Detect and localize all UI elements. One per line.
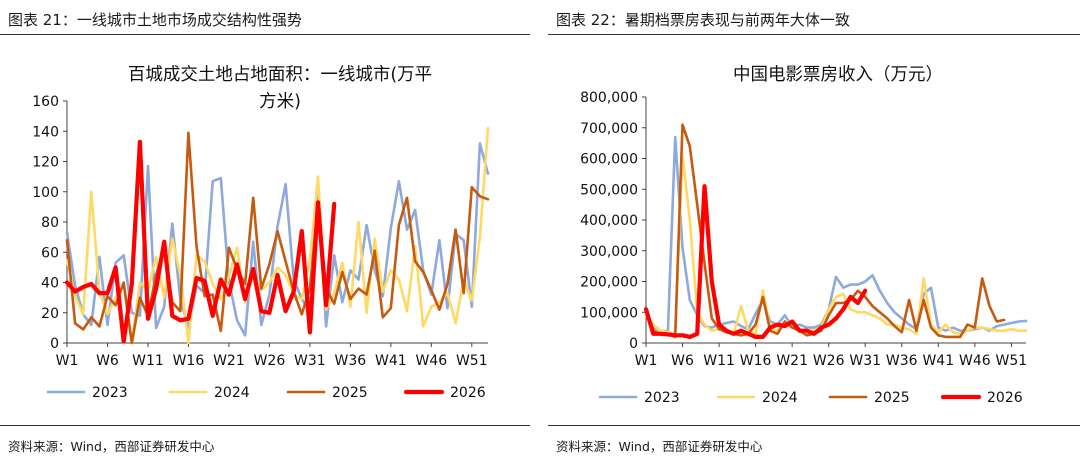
legend-label: 2026	[987, 390, 1023, 406]
figure-header: 图表 22：暑期档票房表现与前两年大体一致	[556, 11, 850, 29]
footer-rule	[0, 425, 530, 426]
legend-label: 2023	[644, 390, 680, 406]
chart-title-line: 中国电影票房收入（万元）	[733, 65, 943, 85]
legend-entry-2025: 2025	[828, 390, 910, 406]
y-tick-label: 600,000	[580, 152, 638, 168]
y-tick-label: 200,000	[580, 275, 638, 291]
x-tick-label: W1	[635, 353, 658, 369]
x-tick-label: W41	[375, 353, 407, 369]
y-tick-label: 140	[32, 124, 59, 140]
chart-title-line: 方米)	[259, 92, 301, 112]
legend-entry-2023: 2023	[46, 385, 128, 401]
legend-entry-2026: 2026	[940, 390, 1023, 406]
x-tick-label: W16	[173, 353, 205, 369]
source-note: 资料来源：Wind，西部证券研发中心	[8, 439, 215, 454]
y-tick-label: 800,000	[580, 90, 638, 106]
series-line-2025	[65, 131, 490, 345]
x-tick-label: W41	[922, 353, 954, 369]
legend-entry-2026: 2026	[403, 385, 486, 401]
y-tick-label: 100	[32, 185, 59, 201]
x-tick-label: W36	[886, 353, 918, 369]
series-line-2025	[644, 123, 1006, 339]
y-tick-label: 60	[41, 245, 59, 261]
x-tick-label: W31	[849, 353, 881, 369]
figure-header: 图表 21：一线城市土地市场成交结构性强势	[8, 11, 302, 29]
y-tick-label: 40	[41, 276, 59, 292]
header-rule	[548, 34, 1080, 35]
x-tick-label: W46	[415, 353, 447, 369]
chart-title-line: 百城成交土地占地面积：一线城市(万平	[128, 65, 432, 85]
y-tick-label: 80	[41, 215, 59, 231]
legend-label: 2024	[214, 385, 250, 401]
x-tick-label: W46	[959, 353, 991, 369]
x-tick-label: W6	[96, 353, 119, 369]
legend-label: 2025	[332, 385, 368, 401]
footer-rule	[548, 425, 1080, 426]
y-tick-label: 500,000	[580, 182, 638, 198]
x-tick-label: W36	[335, 353, 367, 369]
legend-entry-2024: 2024	[168, 385, 250, 401]
figure-21: 图表 21：一线城市土地市场成交结构性强势 百城成交土地占地面积：一线城市(万平…	[0, 0, 530, 468]
y-tick-label: 0	[50, 336, 59, 352]
y-tick-label: 400,000	[580, 213, 638, 229]
figure-22: 图表 22：暑期档票房表现与前两年大体一致 中国电影票房收入（万元） 0 100,0…	[548, 0, 1080, 468]
series-line-2024	[65, 126, 490, 345]
x-tick-label: W6	[671, 353, 694, 369]
x-tick-label: W51	[996, 353, 1028, 369]
y-tick-label: 0	[629, 336, 638, 352]
x-tick-label: W11	[703, 353, 735, 369]
legend-entry-2025: 2025	[286, 385, 368, 401]
legend-label: 2025	[874, 390, 910, 406]
x-tick-label: W21	[213, 353, 245, 369]
y-tick-label: 20	[41, 306, 59, 322]
x-tick-label: W51	[456, 353, 488, 369]
legend-label: 2026	[450, 385, 486, 401]
legend-label: 2024	[762, 390, 798, 406]
y-tick-label: 700,000	[580, 121, 638, 137]
series-line-2026	[643, 184, 868, 339]
legend-label: 2023	[92, 385, 128, 401]
legend-entry-2023: 2023	[598, 390, 680, 406]
series-line-2026	[64, 139, 337, 344]
x-tick-label: W11	[132, 353, 164, 369]
source-note: 资料来源：Wind，西部证券研发中心	[556, 439, 763, 454]
x-tick-label: W21	[776, 353, 808, 369]
x-tick-label: W1	[56, 353, 79, 369]
box-office-chart: 中国电影票房收入（万元） 0 100,000 200,000 300,000 400,00…	[580, 65, 1028, 406]
x-tick-label: W16	[740, 353, 772, 369]
y-tick-label: 100,000	[580, 305, 638, 321]
y-tick-label: 300,000	[580, 244, 638, 260]
x-tick-label: W26	[813, 353, 845, 369]
x-tick-label: W26	[254, 353, 286, 369]
y-tick-label: 120	[32, 155, 59, 171]
legend-entry-2024: 2024	[716, 390, 798, 406]
x-tick-label: W31	[294, 353, 326, 369]
y-tick-label: 160	[32, 94, 59, 110]
header-rule	[0, 34, 530, 35]
